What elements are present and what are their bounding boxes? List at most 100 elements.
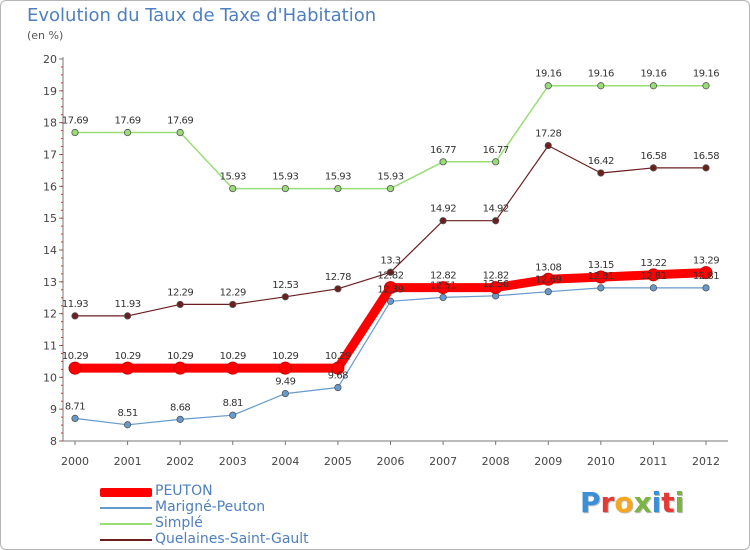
data-label-peuton: 12.82 — [430, 271, 456, 282]
data-point-marigne-peuton — [649, 284, 658, 292]
legend-label-simple: Simplé — [155, 515, 203, 531]
data-label-quelaines-saint-gault: 12.29 — [220, 287, 246, 298]
data-point-simple — [386, 184, 395, 193]
data-point-marigne-peuton — [123, 421, 132, 429]
data-label-peuton: 13.08 — [535, 262, 561, 273]
data-point-quelaines-saint-gault — [386, 268, 395, 276]
data-label-marigne-peuton: 8.51 — [117, 408, 137, 419]
logo-letter: i — [651, 486, 662, 519]
data-point-quelaines-saint-gault — [492, 217, 500, 225]
y-tick-label: 11 — [43, 340, 57, 353]
data-label-marigne-peuton: 8.71 — [65, 401, 85, 412]
y-tick-label: 15 — [43, 212, 57, 225]
y-tick-label: 9 — [50, 403, 57, 416]
data-point-simple — [334, 184, 342, 193]
data-label-peuton: 13.29 — [693, 256, 719, 267]
data-point-peuton — [489, 281, 503, 295]
data-label-simple: 17.69 — [167, 116, 193, 127]
x-tick-label: 2008 — [482, 455, 510, 468]
data-point-simple — [544, 82, 552, 90]
data-point-peuton — [646, 268, 660, 282]
data-label-marigne-peuton: 12.81 — [693, 271, 719, 282]
y-tick-label: 12 — [43, 308, 57, 321]
data-label-quelaines-saint-gault: 11.93 — [115, 299, 141, 310]
logo-letter: i — [674, 486, 685, 519]
data-label-simple: 19.16 — [588, 69, 614, 80]
data-point-peuton — [121, 361, 135, 375]
data-point-quelaines-saint-gault — [281, 293, 289, 301]
data-label-peuton: 10.29 — [325, 351, 351, 362]
data-label-simple: 17.69 — [115, 116, 141, 127]
x-tick-label: 2003 — [219, 455, 247, 468]
y-tick-label: 16 — [43, 180, 57, 193]
x-tick-label: 2001 — [114, 455, 142, 468]
legend-label-quelaines-saint-gault: Quelaines-Saint-Gault — [155, 531, 309, 547]
data-label-peuton: 13.22 — [640, 258, 666, 269]
data-point-quelaines-saint-gault — [597, 169, 605, 177]
data-label-simple: 19.16 — [693, 69, 719, 80]
data-point-simple — [123, 128, 132, 137]
y-unit-label: (en %) — [27, 29, 64, 42]
y-tick-label: 10 — [43, 371, 57, 384]
data-point-marigne-peuton — [702, 284, 710, 292]
data-point-peuton — [68, 361, 82, 375]
data-label-quelaines-saint-gault: 16.58 — [693, 151, 719, 162]
data-point-marigne-peuton — [544, 288, 552, 296]
data-label-simple: 19.16 — [535, 69, 561, 80]
data-label-peuton: 10.29 — [115, 351, 141, 362]
y-tick-label: 18 — [43, 117, 57, 130]
data-label-peuton: 10.29 — [167, 351, 193, 362]
data-point-quelaines-saint-gault — [702, 164, 710, 172]
y-tick-label: 17 — [43, 149, 57, 162]
x-tick-label: 2007 — [429, 455, 457, 468]
data-point-marigne-peuton — [597, 284, 605, 292]
logo-letter: r — [600, 486, 615, 519]
data-point-quelaines-saint-gault — [334, 285, 342, 293]
data-label-marigne-peuton: 9.49 — [275, 377, 295, 388]
data-point-simple — [229, 184, 237, 193]
data-label-quelaines-saint-gault: 13.3 — [380, 255, 400, 266]
data-label-marigne-peuton: 12.69 — [535, 275, 561, 286]
data-label-marigne-peuton: 12.56 — [483, 279, 509, 290]
data-label-simple: 16.77 — [430, 145, 456, 156]
proxiti-logo[interactable]: Proxiti — [580, 486, 684, 519]
data-label-simple: 16.77 — [483, 145, 509, 156]
data-label-peuton: 13.15 — [588, 260, 614, 271]
data-label-peuton: 10.29 — [220, 351, 246, 362]
data-point-quelaines-saint-gault — [544, 141, 552, 150]
chart-title: Evolution du Taux de Taxe d'Habitation — [27, 5, 377, 26]
y-tick-label: 19 — [43, 85, 57, 98]
data-point-simple — [649, 82, 658, 90]
legend-swatch-quelaines-saint-gault — [100, 539, 152, 541]
y-tick-label: 8 — [50, 435, 57, 448]
data-point-quelaines-saint-gault — [229, 300, 237, 309]
logo-letter: x — [633, 486, 652, 519]
data-point-quelaines-saint-gault — [71, 312, 79, 320]
data-label-marigne-peuton: 12.51 — [430, 280, 456, 291]
data-point-quelaines-saint-gault — [176, 300, 184, 309]
x-tick-label: 2002 — [166, 455, 194, 468]
data-point-simple — [176, 128, 184, 137]
data-point-peuton — [173, 361, 187, 375]
data-label-marigne-peuton: 8.68 — [170, 402, 190, 413]
data-label-quelaines-saint-gault: 12.53 — [272, 280, 298, 291]
data-label-marigne-peuton: 12.81 — [588, 271, 614, 282]
data-point-peuton — [594, 270, 608, 284]
data-point-marigne-peuton — [176, 415, 184, 423]
data-point-marigne-peuton — [71, 414, 79, 422]
data-point-quelaines-saint-gault — [649, 164, 658, 172]
data-point-peuton — [331, 361, 345, 375]
x-tick-label: 2005 — [324, 455, 352, 468]
data-point-marigne-peuton — [229, 411, 237, 419]
y-tick-label: 13 — [43, 276, 57, 289]
data-point-simple — [71, 128, 79, 137]
legend-swatch-peuton — [100, 487, 152, 497]
data-label-quelaines-saint-gault: 16.42 — [588, 156, 614, 167]
data-point-marigne-peuton — [334, 383, 342, 392]
data-point-peuton — [541, 272, 555, 286]
data-label-marigne-peuton: 12.39 — [377, 284, 403, 295]
data-label-simple: 17.69 — [62, 116, 88, 127]
data-point-marigne-peuton — [281, 389, 289, 398]
data-label-quelaines-saint-gault: 14.92 — [483, 204, 509, 215]
y-tick-label: 20 — [43, 53, 57, 66]
